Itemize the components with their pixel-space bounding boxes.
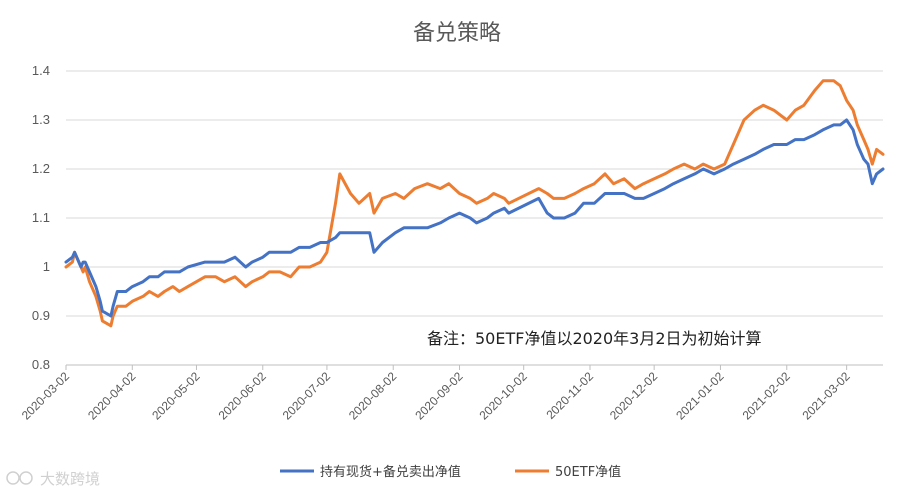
series-line (64, 79, 885, 328)
chart-title: 备兑策略 (413, 21, 501, 46)
y-tick-label: 0.8 (32, 357, 50, 372)
y-tick-label: 1.3 (32, 112, 50, 127)
y-tick-label: 1 (43, 259, 50, 274)
y-tick-label: 0.9 (32, 308, 50, 323)
series-lines (64, 79, 885, 328)
y-axis: 0.8 0.9 1 1.1 1.2 1.3 1.4 (32, 63, 50, 372)
legend-label: 持有现货+备兑卖出净值 (320, 464, 461, 480)
x-tick-label: 2020-03-02 (19, 369, 73, 423)
y-tick-label: 1.4 (32, 63, 50, 78)
x-axis: 2020-03-02 2020-04-02 2020-05-02 2020-06-02… (19, 365, 853, 423)
x-tick-label: 2020-07-02 (280, 369, 334, 423)
x-tick-label: 2020-11-02 (543, 369, 596, 422)
y-tick-label: 1.1 (32, 210, 50, 225)
x-tick-label: 2021-01-02 (673, 369, 727, 423)
x-tick-label: 2020-12-02 (607, 369, 661, 423)
grid (66, 70, 883, 366)
x-tick-label: 2020-04-02 (85, 369, 139, 423)
legend: 持有现货+备兑卖出净值 50ETF净值 (280, 464, 621, 480)
chart-annotation: 备注：50ETF净值以2020年3月2日为初始计算 (427, 329, 762, 348)
y-tick-label: 1.2 (32, 161, 50, 176)
x-tick-label: 2020-08-02 (346, 369, 400, 423)
x-tick-label: 2020-05-02 (149, 369, 203, 423)
watermark-text: 大数跨境 (40, 470, 100, 488)
watermark-logo-icon (6, 471, 20, 485)
watermark-logo-icon (19, 471, 33, 485)
x-tick-label: 2021-03-02 (799, 369, 853, 423)
x-tick-label: 2021-02-02 (740, 369, 794, 423)
watermark: 大数跨境 (6, 470, 100, 488)
x-tick-label: 2020-06-02 (216, 369, 270, 423)
x-tick-label: 2020-09-02 (412, 369, 466, 423)
legend-label: 50ETF净值 (555, 464, 621, 480)
series-line (64, 118, 885, 318)
x-tick-label: 2020-10-02 (477, 369, 531, 423)
